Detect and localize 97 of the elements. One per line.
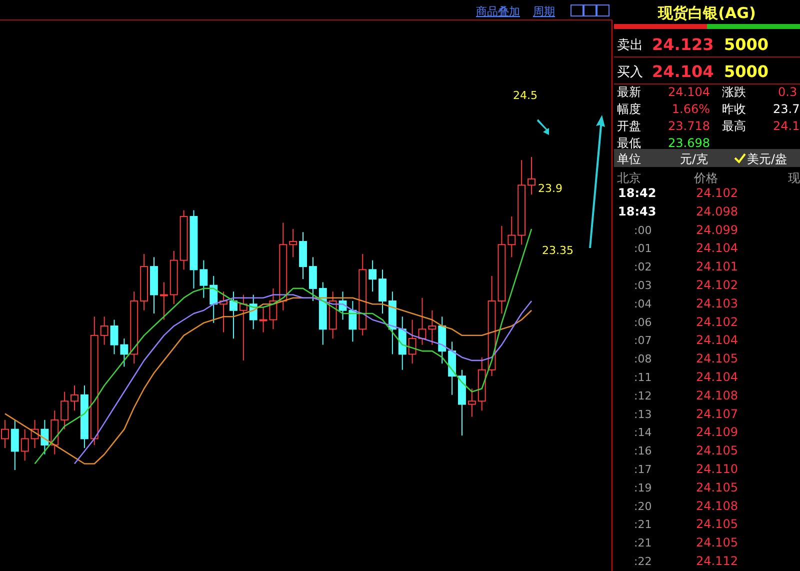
text: 24.104 xyxy=(652,62,714,81)
text: 现货白银(AG) xyxy=(657,4,756,22)
text: :19 xyxy=(634,481,652,494)
text: 开盘 xyxy=(617,119,641,133)
text: 24.098 xyxy=(696,204,738,218)
text: :21 xyxy=(634,536,652,550)
text: 18:42 xyxy=(618,186,656,200)
text: 1.66% xyxy=(672,102,710,116)
text: 24.104 xyxy=(696,333,738,348)
text: :12 xyxy=(634,389,652,402)
text: 24.099 xyxy=(696,222,738,237)
text: 24.103 xyxy=(696,296,738,310)
text: 24.105 xyxy=(696,480,738,494)
candlestick xyxy=(0,419,9,449)
text: 23.698 xyxy=(668,136,710,150)
text: 24.107 xyxy=(696,406,738,421)
text: 24.105 xyxy=(696,536,738,550)
text: 23.7 xyxy=(773,102,800,116)
text: 24.108 xyxy=(696,498,738,513)
text: 24.101 xyxy=(696,260,738,274)
text: 23.35 xyxy=(542,244,574,257)
text: 24.1 xyxy=(773,119,800,133)
text: :06 xyxy=(634,316,652,329)
candlestick xyxy=(408,319,416,364)
text: 卖出 xyxy=(617,38,643,53)
text: 价格 xyxy=(693,171,718,185)
text: 最新 xyxy=(617,85,641,99)
text: 昨收 xyxy=(722,102,746,116)
candlestick xyxy=(468,388,476,418)
candlestick xyxy=(348,300,357,342)
text: 24.123 xyxy=(652,35,714,54)
candlestick xyxy=(368,260,377,292)
text: 24.110 xyxy=(696,462,738,476)
text: 买入 xyxy=(617,65,643,80)
candlestick xyxy=(239,294,248,361)
text: 24.5 xyxy=(513,89,538,102)
text: 单位 xyxy=(617,152,641,166)
candlestick xyxy=(229,291,238,340)
text: :11 xyxy=(634,371,652,384)
text: :04 xyxy=(634,297,652,310)
candlestick xyxy=(20,428,29,462)
text: 美元/盎 xyxy=(747,152,788,166)
text: :08 xyxy=(634,352,652,366)
text: :16 xyxy=(634,444,652,458)
text: 周期 xyxy=(533,5,555,18)
text: :13 xyxy=(634,408,652,421)
text: 5000 xyxy=(724,62,769,81)
text: 24.112 xyxy=(696,554,738,568)
text: :22 xyxy=(634,555,652,568)
candlestick xyxy=(200,260,208,298)
text: :00 xyxy=(634,224,652,237)
text: 商品叠加 xyxy=(476,5,520,18)
text: 24.104 xyxy=(696,241,738,256)
text: :07 xyxy=(634,334,652,348)
candlestick xyxy=(508,216,516,258)
candlestick xyxy=(10,419,19,470)
candlestick xyxy=(528,156,536,196)
text: 24.108 xyxy=(696,388,738,402)
candlestick xyxy=(378,269,386,314)
candlestick xyxy=(70,384,78,412)
text: :01 xyxy=(634,242,652,256)
text: 23.9 xyxy=(538,182,562,195)
text: 幅度 xyxy=(617,102,641,116)
candlestick xyxy=(110,319,118,355)
candlestick xyxy=(308,256,317,302)
candlestick xyxy=(60,391,69,430)
text: 24.102 xyxy=(696,314,738,329)
text: :21 xyxy=(634,518,652,532)
text: 24.104 xyxy=(668,85,710,99)
text: 24.102 xyxy=(696,186,738,200)
text: 24.105 xyxy=(696,517,738,532)
text: 23.718 xyxy=(668,119,710,133)
text: :03 xyxy=(634,279,652,292)
candlestick xyxy=(100,316,108,346)
text: 0.3 xyxy=(778,85,798,99)
text: :14 xyxy=(634,426,652,440)
text: 24.105 xyxy=(696,352,738,366)
text: 5000 xyxy=(724,35,769,54)
text: 24.102 xyxy=(696,278,738,292)
text: 24.109 xyxy=(696,425,738,440)
text: :02 xyxy=(634,260,652,274)
text: 最低 xyxy=(617,136,641,150)
text: :17 xyxy=(634,463,652,476)
candlestick xyxy=(428,310,436,346)
candlestick xyxy=(120,338,128,368)
candlestick xyxy=(160,282,168,320)
text: 北京 xyxy=(617,171,641,185)
text: 现 xyxy=(788,171,800,185)
text: 18:43 xyxy=(618,204,656,218)
text: 最高 xyxy=(722,119,746,133)
candlestick xyxy=(289,228,298,258)
candlestick xyxy=(40,419,49,455)
text: 元/克 xyxy=(680,152,708,166)
text: 涨跌 xyxy=(722,85,746,99)
text: 24.104 xyxy=(696,370,738,384)
text: 24.105 xyxy=(696,444,738,458)
text: :20 xyxy=(634,500,652,513)
